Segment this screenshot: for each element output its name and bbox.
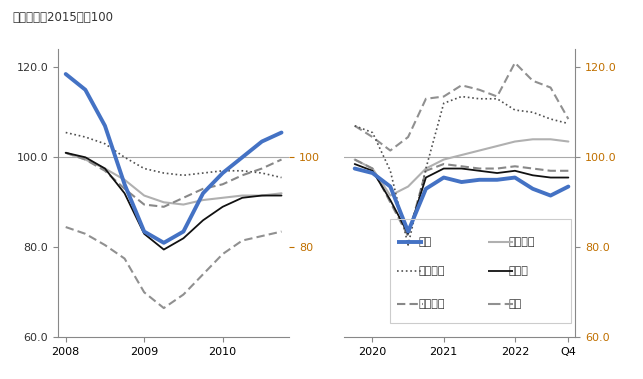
Text: アメリカ: アメリカ bbox=[509, 237, 535, 247]
Text: フランス: フランス bbox=[418, 299, 444, 309]
Text: イギリス: イギリス bbox=[418, 266, 444, 276]
Text: 指数、各国2015年＝100: 指数、各国2015年＝100 bbox=[13, 11, 114, 24]
Text: 韓国: 韓国 bbox=[509, 299, 521, 309]
Text: 日本: 日本 bbox=[418, 237, 431, 247]
Bar bbox=[390, 219, 571, 323]
Text: ドイツ: ドイツ bbox=[509, 266, 529, 276]
